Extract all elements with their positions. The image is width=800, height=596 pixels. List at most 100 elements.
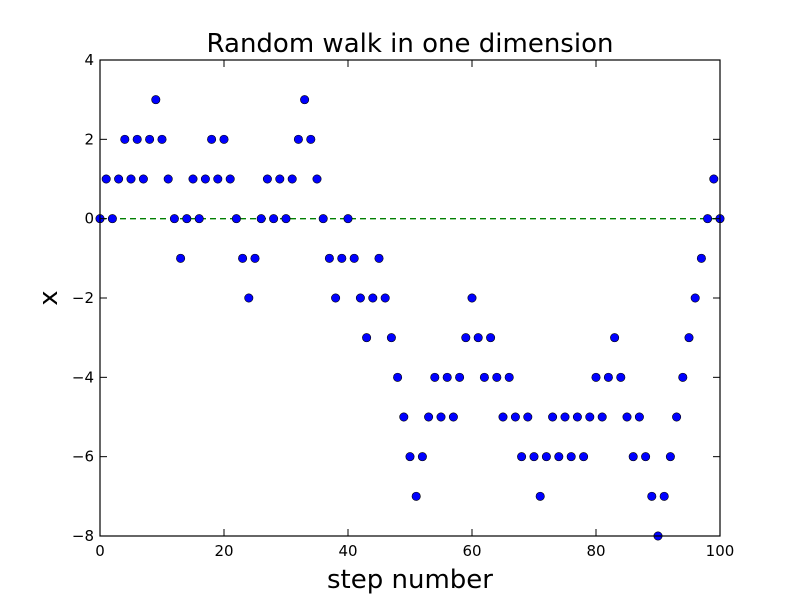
- data-point: [579, 452, 589, 462]
- x-axis-label: step number: [327, 565, 493, 595]
- data-point: [417, 452, 427, 462]
- data-point: [380, 293, 390, 303]
- data-point: [634, 412, 644, 422]
- data-point: [486, 333, 496, 343]
- data-point: [448, 412, 458, 422]
- data-point: [411, 491, 421, 501]
- data-point: [306, 134, 316, 144]
- data-point: [355, 293, 365, 303]
- data-point: [523, 412, 533, 422]
- data-point: [467, 293, 477, 303]
- data-point: [386, 333, 396, 343]
- data-point: [560, 412, 570, 422]
- y-tick-label: 0: [84, 210, 94, 228]
- data-point: [207, 134, 217, 144]
- y-axis-label: x: [34, 290, 64, 305]
- data-point: [504, 372, 514, 382]
- data-point: [194, 214, 204, 224]
- data-point: [157, 134, 167, 144]
- data-point: [337, 253, 347, 263]
- data-point: [262, 174, 272, 184]
- data-point: [473, 333, 483, 343]
- data-point: [219, 134, 229, 144]
- data-point: [300, 95, 310, 105]
- data-point: [628, 452, 638, 462]
- data-point: [362, 333, 372, 343]
- data-point: [585, 412, 595, 422]
- data-point: [238, 253, 248, 263]
- data-point: [250, 253, 260, 263]
- data-point: [442, 372, 452, 382]
- data-point: [312, 174, 322, 184]
- data-point: [709, 174, 719, 184]
- data-point: [554, 452, 564, 462]
- data-point: [430, 372, 440, 382]
- data-point: [138, 174, 148, 184]
- data-point: [597, 412, 607, 422]
- data-point: [200, 174, 210, 184]
- data-point: [231, 214, 241, 224]
- data-point: [176, 253, 186, 263]
- data-point: [498, 412, 508, 422]
- data-point: [696, 253, 706, 263]
- data-point: [541, 452, 551, 462]
- y-tick-label: −8: [72, 527, 94, 545]
- x-tick-label: 100: [706, 542, 735, 560]
- plot-frame: [99, 59, 721, 537]
- data-point: [535, 491, 545, 501]
- data-point: [517, 452, 527, 462]
- x-tick-label: 80: [586, 542, 605, 560]
- data-point: [151, 95, 161, 105]
- data-point: [659, 491, 669, 501]
- data-point: [510, 412, 520, 422]
- data-point: [641, 452, 651, 462]
- data-point: [461, 333, 471, 343]
- data-point: [293, 134, 303, 144]
- y-tick-label: 4: [84, 51, 94, 69]
- data-point: [120, 134, 130, 144]
- data-point: [349, 253, 359, 263]
- data-point: [424, 412, 434, 422]
- data-point: [101, 174, 111, 184]
- data-point: [287, 174, 297, 184]
- data-point: [479, 372, 489, 382]
- data-point: [684, 333, 694, 343]
- data-point: [163, 174, 173, 184]
- data-point: [492, 372, 502, 382]
- data-point: [616, 372, 626, 382]
- data-point: [672, 412, 682, 422]
- data-point: [244, 293, 254, 303]
- data-point: [281, 214, 291, 224]
- data-point: [126, 174, 136, 184]
- x-tick-label: 40: [338, 542, 357, 560]
- y-tick-label: −4: [72, 368, 94, 386]
- data-point: [529, 452, 539, 462]
- data-point: [647, 491, 657, 501]
- data-point: [436, 412, 446, 422]
- data-point: [374, 253, 384, 263]
- chart-title: Random walk in one dimension: [207, 29, 614, 59]
- data-point: [603, 372, 613, 382]
- data-point: [275, 174, 285, 184]
- data-point: [188, 174, 198, 184]
- y-tick-label: −6: [72, 448, 94, 466]
- x-tick-label: 60: [462, 542, 481, 560]
- data-point: [678, 372, 688, 382]
- data-point: [591, 372, 601, 382]
- data-point: [610, 333, 620, 343]
- x-tick-label: 20: [214, 542, 233, 560]
- y-tick-label: 2: [84, 130, 94, 148]
- data-point: [566, 452, 576, 462]
- data-point: [690, 293, 700, 303]
- data-point: [169, 214, 179, 224]
- data-point: [399, 412, 409, 422]
- data-point: [318, 214, 328, 224]
- data-point: [368, 293, 378, 303]
- data-point: [572, 412, 582, 422]
- data-point: [225, 174, 235, 184]
- y-tick-label: −2: [72, 289, 94, 307]
- data-point: [213, 174, 223, 184]
- data-point: [145, 134, 155, 144]
